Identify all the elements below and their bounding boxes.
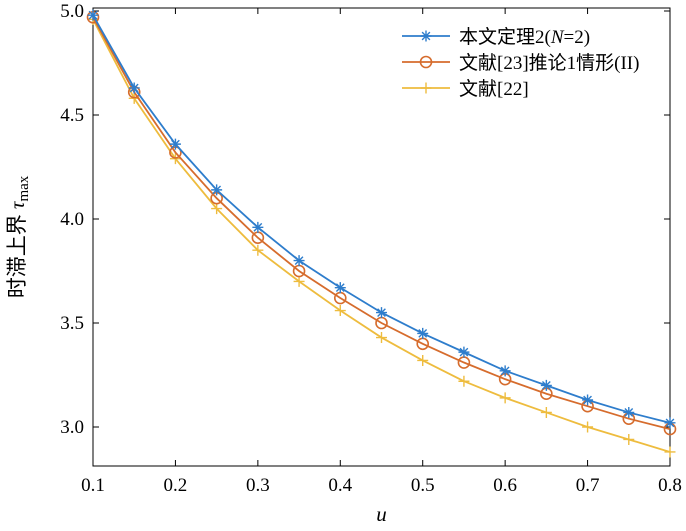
x-tick-label: 0.1 xyxy=(81,475,105,496)
series-line xyxy=(92,14,671,424)
asterisk-marker xyxy=(376,307,387,319)
x-tick-label: 0.8 xyxy=(658,475,682,496)
x-tick-label: 0.3 xyxy=(246,475,270,496)
axes: 0.1 0.2 0.3 0.4 0.5 0.6 0.7 0.8 3.0 3.5 4.0 4.5 5.0 u… xyxy=(5,1,682,526)
x-tick-label: 0.2 xyxy=(164,475,188,496)
y-axis-label-subscript: max xyxy=(16,175,32,201)
asterisk-marker xyxy=(417,327,429,339)
circle-marker xyxy=(419,55,433,69)
asterisk-marker xyxy=(499,365,511,377)
legend-label-italic: N xyxy=(550,27,565,48)
plus-marker xyxy=(664,446,676,458)
legend-label: 文献[23]推论1情形(II) xyxy=(459,52,639,74)
legend-item-2: 文献[23]推论1情形(II) xyxy=(402,52,639,74)
x-tick-label: 0.6 xyxy=(493,475,517,496)
series-line xyxy=(92,16,671,430)
series-1 xyxy=(87,9,676,429)
plus-marker xyxy=(293,275,305,287)
y-tick-label: 4.0 xyxy=(60,209,84,230)
plus-marker xyxy=(420,82,432,94)
plus-marker xyxy=(458,375,470,387)
legend-item-3: 文献[22] xyxy=(402,78,529,100)
y-axis-label-symbol: τ xyxy=(5,200,29,209)
plus-marker xyxy=(252,244,264,256)
y-tick-label: 5.0 xyxy=(60,1,84,22)
series-3 xyxy=(87,13,676,458)
x-tick-label: 0.7 xyxy=(576,475,600,496)
asterisk-marker xyxy=(169,138,181,150)
series-layer xyxy=(86,9,677,458)
legend-label: 文献[22] xyxy=(459,78,529,100)
plus-marker xyxy=(540,406,552,418)
x-axis-label: u xyxy=(376,502,387,526)
asterisk-marker xyxy=(252,221,264,233)
series-line xyxy=(92,18,671,453)
legend-label-part: =2) xyxy=(564,27,591,48)
asterisk-marker xyxy=(334,282,346,294)
legend: 本文定理2(N=2) 文献[23]推论1情形(II) 文献[22] xyxy=(402,26,639,100)
x-tick-label: 0.4 xyxy=(328,475,352,496)
y-axis-label-text: 时滞上界 xyxy=(5,209,29,298)
y-axis-label: 时滞上界 τmax xyxy=(5,175,32,298)
plus-marker xyxy=(499,392,511,404)
plus-marker xyxy=(334,305,346,317)
series-2 xyxy=(86,10,677,436)
y-tick-label: 4.5 xyxy=(60,105,84,126)
legend-label: 本文定理2(N=2) xyxy=(459,26,590,48)
asterisk-marker xyxy=(458,346,470,358)
plus-marker xyxy=(376,332,387,344)
plus-marker xyxy=(623,433,635,445)
plus-marker xyxy=(582,421,594,433)
plus-marker xyxy=(211,203,223,215)
asterisk-marker xyxy=(293,255,305,267)
asterisk-marker xyxy=(540,379,552,391)
asterisk-marker xyxy=(582,394,594,406)
asterisk-marker xyxy=(420,30,432,42)
asterisk-marker xyxy=(128,82,140,94)
y-tick-label: 3.5 xyxy=(60,313,84,334)
asterisk-marker xyxy=(623,406,635,418)
asterisk-marker xyxy=(211,184,223,196)
legend-item-1: 本文定理2(N=2) xyxy=(402,26,590,48)
x-tick-label: 0.5 xyxy=(411,475,435,496)
plus-marker xyxy=(417,354,429,366)
plot-frame xyxy=(92,7,671,467)
legend-label-part: 本文定理2( xyxy=(459,26,551,48)
y-tick-label: 3.0 xyxy=(60,417,84,438)
asterisk-marker xyxy=(664,417,676,429)
asterisk-marker xyxy=(87,9,99,21)
